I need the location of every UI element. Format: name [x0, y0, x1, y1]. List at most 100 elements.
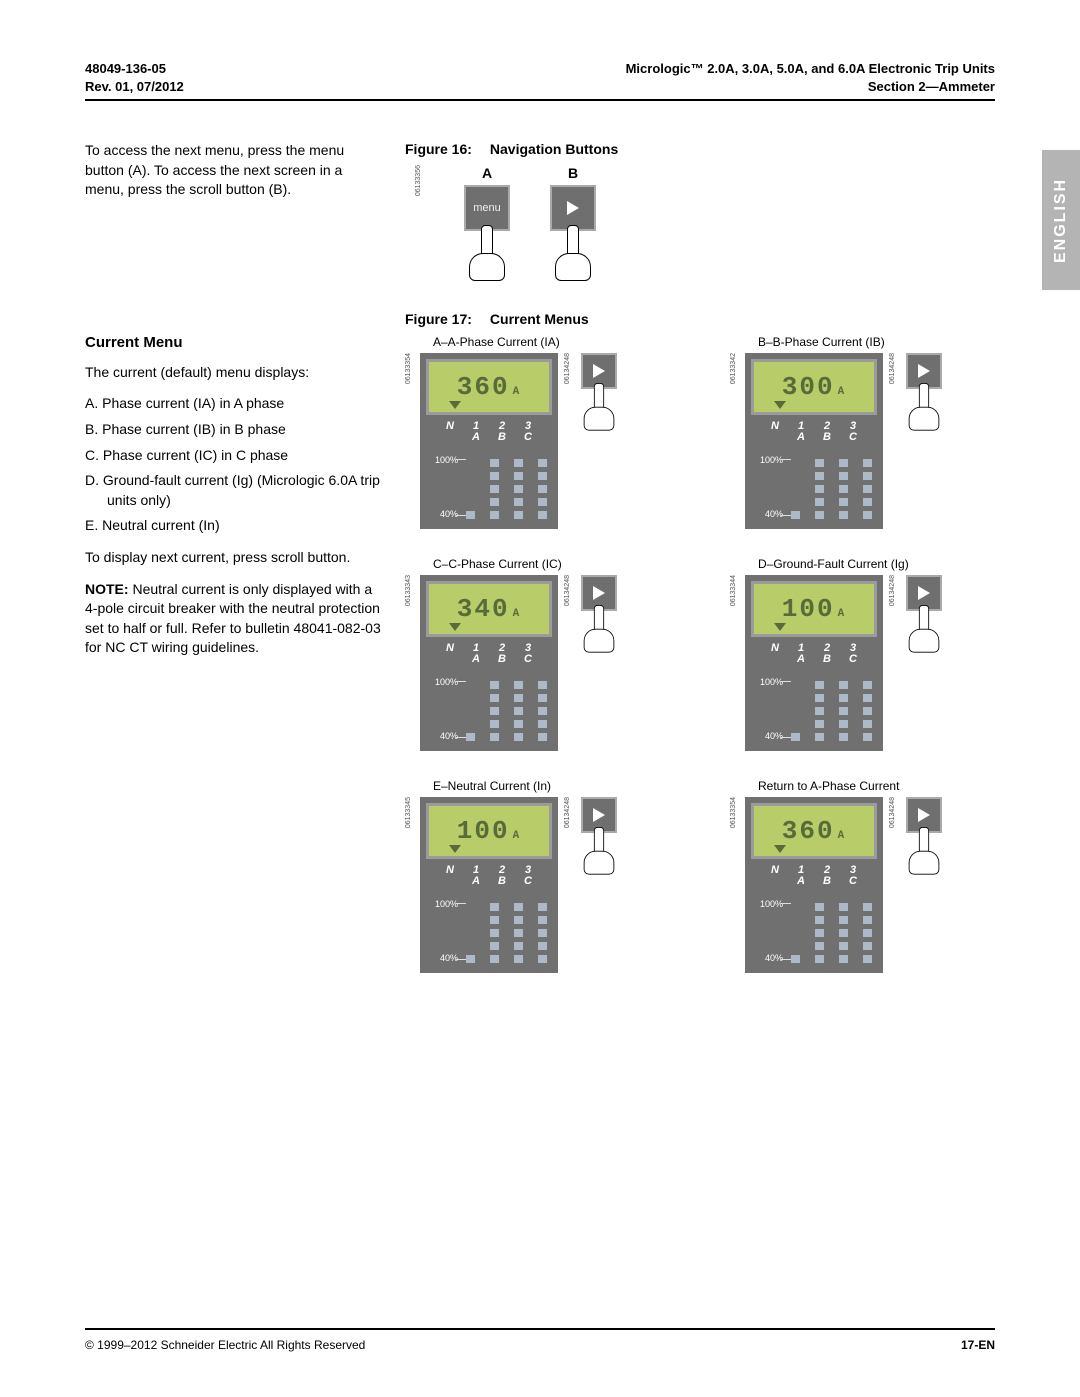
menu-row: 06133345100AN 1A2B3C100%40%06134248: [405, 797, 670, 973]
bar-segment: [815, 694, 824, 702]
bar-segment: [863, 485, 872, 493]
arrow-right-icon: [918, 586, 930, 600]
bar-column-header: N 1A2B3C: [751, 421, 877, 443]
figure-side-code: 06133345: [405, 797, 412, 828]
menu-caption: Return to A-Phase Current: [730, 779, 995, 793]
left-column: To access the next menu, press the menu …: [85, 141, 385, 973]
lcd-unit: A: [838, 608, 847, 620]
bar-graph-area: 100%40%: [426, 893, 552, 967]
bar-column-header: N 1A2B3C: [751, 865, 877, 887]
menu-row: 06133342300AN 1A2B3C100%40%06134248: [730, 353, 995, 529]
scale-100-label: 100%: [435, 677, 458, 687]
bar-segment: [863, 942, 872, 950]
menu-row: 06133354360AN 1A2B3C100%40%06134248: [405, 353, 670, 529]
bar-segment: [514, 942, 523, 950]
finger-icon: [907, 383, 941, 431]
menu-caption: B–B-Phase Current (IB): [730, 335, 995, 349]
lcd-display: 360A: [426, 359, 552, 415]
bar-segment: [815, 942, 824, 950]
bar-segment: [538, 929, 547, 937]
scale-labels: 100%40%: [430, 893, 458, 963]
bar-segment: [839, 694, 848, 702]
menu-row: 06133354360AN 1A2B3C100%40%06134248: [730, 797, 995, 973]
finger-icon: [582, 827, 616, 875]
finger-icon: [907, 605, 941, 653]
bar-columns: [789, 459, 873, 519]
bar-segment: [490, 459, 499, 467]
scroll-button-group: [579, 353, 619, 439]
bar-column-header: N 1A2B3C: [426, 643, 552, 665]
bar-column-header: N 1A2B3C: [426, 421, 552, 443]
finger-icon: [582, 605, 616, 653]
right-column: Figure 16:Navigation Buttons 06133356 A …: [405, 141, 995, 973]
figure-side-code: 06133344: [730, 575, 737, 606]
col-label: 3C: [845, 421, 861, 443]
col-label: 1A: [468, 421, 484, 443]
figure-side-code: 06134248: [564, 575, 571, 606]
ammeter-device: 100AN 1A2B3C100%40%: [420, 797, 558, 973]
menu-caption: E–Neutral Current (In): [405, 779, 670, 793]
lcd-unit: A: [838, 830, 847, 842]
scale-100-label: 100%: [760, 677, 783, 687]
lcd-unit: A: [838, 386, 847, 398]
bar-segment: [863, 472, 872, 480]
current-menus-grid: A–A-Phase Current (IA)06133354360AN 1A2B…: [405, 335, 995, 973]
scale-40-label: 40%: [765, 731, 783, 741]
bar-segment: [791, 733, 800, 741]
bar-segment: [815, 459, 824, 467]
ammeter-device: 360AN 1A2B3C100%40%: [745, 797, 883, 973]
bar-column: [789, 903, 801, 963]
bar-segment: [839, 929, 848, 937]
bar-column: [789, 681, 801, 741]
col-label: 1A: [468, 865, 484, 887]
col-label: 2B: [819, 865, 835, 887]
figure16-number: Figure 16:: [405, 141, 472, 157]
col-label: N: [442, 865, 458, 887]
bar-segment: [863, 955, 872, 963]
bar-segment: [466, 955, 475, 963]
bar-segment: [863, 707, 872, 715]
col-label: N: [442, 643, 458, 665]
lcd-number: 100: [457, 816, 510, 846]
bar-segment: [514, 459, 523, 467]
doc-number: 48049-136-05: [85, 60, 184, 78]
col-label: 1A: [793, 865, 809, 887]
intro-paragraph: To access the next menu, press the menu …: [85, 141, 385, 200]
bar-column: [464, 903, 476, 963]
down-arrow-icon: [449, 401, 461, 409]
bar-segment: [863, 459, 872, 467]
bar-segment: [839, 498, 848, 506]
bar-segment: [815, 511, 824, 519]
figure-side-code: 06134248: [889, 575, 896, 606]
bar-segment: [863, 733, 872, 741]
bar-segment: [490, 916, 499, 924]
bar-segment: [538, 511, 547, 519]
bar-column: [512, 681, 524, 741]
bar-segment: [490, 942, 499, 950]
bar-column: [861, 903, 873, 963]
bar-segment: [538, 485, 547, 493]
arrow-right-icon: [567, 201, 579, 215]
bar-segment: [863, 720, 872, 728]
list-item: D. Ground-fault current (Ig) (Micrologic…: [85, 471, 385, 510]
figure-side-code: 06133354: [405, 353, 412, 384]
bar-column: [488, 681, 500, 741]
bar-segment: [490, 681, 499, 689]
col-label: 3C: [520, 421, 536, 443]
current-menu-intro: The current (default) menu displays:: [85, 363, 385, 383]
bar-segment: [514, 681, 523, 689]
bar-segment: [863, 511, 872, 519]
arrow-right-icon: [593, 586, 605, 600]
bar-segment: [815, 929, 824, 937]
figure16-title: Figure 16:Navigation Buttons: [405, 141, 995, 157]
bar-segment: [514, 929, 523, 937]
ammeter-device: 300AN 1A2B3C100%40%: [745, 353, 883, 529]
bar-segment: [538, 694, 547, 702]
scale-labels: 100%40%: [755, 893, 783, 963]
bar-columns: [464, 681, 548, 741]
nav-a-label: A: [482, 165, 492, 181]
bar-column: [813, 681, 825, 741]
bar-column: [488, 903, 500, 963]
bar-segment: [538, 955, 547, 963]
header-left: 48049-136-05 Rev. 01, 07/2012: [85, 60, 184, 95]
